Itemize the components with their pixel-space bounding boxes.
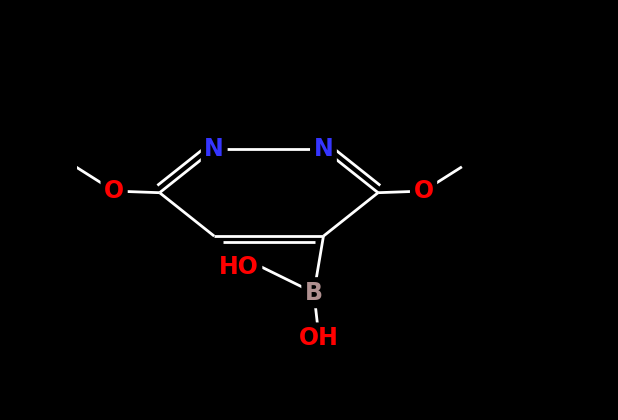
Text: N: N bbox=[313, 137, 333, 161]
Text: N: N bbox=[205, 137, 224, 161]
Text: O: O bbox=[413, 179, 434, 203]
Text: HO: HO bbox=[219, 255, 259, 279]
Text: OH: OH bbox=[298, 326, 339, 350]
Text: O: O bbox=[104, 179, 124, 203]
Text: B: B bbox=[305, 281, 323, 304]
